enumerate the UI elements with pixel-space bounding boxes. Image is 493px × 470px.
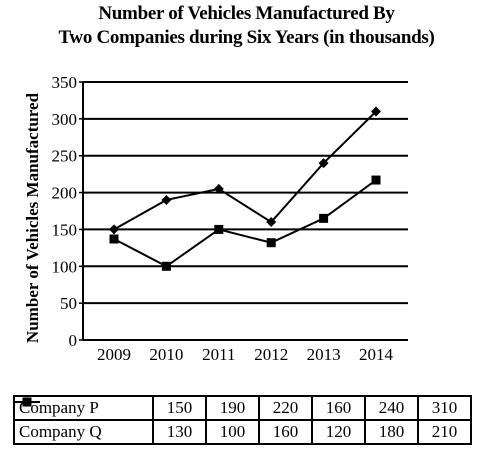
point-1-2011 — [213, 183, 224, 194]
point-2-2012 — [266, 238, 276, 248]
point-2-2011 — [214, 224, 224, 234]
ytick-label-0: 0 — [69, 331, 78, 350]
point-1-2010 — [161, 194, 172, 205]
point-1-2009 — [109, 224, 119, 235]
y-tick-labels: 0 50 100 150 200 250 300 350 — [52, 73, 78, 350]
ytick-label-200: 200 — [52, 184, 78, 203]
legend-value-cell: 240 — [364, 395, 419, 421]
legend-value-cell: 130 — [152, 419, 207, 445]
y-axis-label: Number of Vehicles Manufactured — [23, 92, 42, 343]
grid-lines — [83, 81, 408, 305]
series-group — [109, 106, 381, 271]
point-1-2012 — [266, 217, 277, 228]
xtick-label-2010: 2010 — [149, 345, 183, 364]
legend-value-cell: 310 — [417, 395, 472, 421]
legend-series-label: Company Q — [19, 422, 102, 441]
ytick-label-150: 150 — [52, 220, 78, 239]
xtick-label-2009: 2009 — [97, 345, 131, 364]
series-line-1 — [113, 110, 377, 231]
chart-title-line2: Two Companies during Six Years (in thous… — [58, 27, 435, 48]
point-2-2010 — [161, 261, 171, 271]
legend-value-cell: 180 — [364, 419, 419, 445]
legend-value-cell: 210 — [417, 419, 472, 445]
point-1-2013 — [318, 158, 329, 169]
ytick-label-300: 300 — [52, 110, 78, 129]
xtick-label-2013: 2013 — [307, 345, 341, 364]
ytick-label-350: 350 — [52, 73, 78, 92]
ytick-label-100: 100 — [52, 257, 78, 276]
legend-row: Company Q 130 100 160 120 180 210 — [13, 397, 472, 445]
x-tick-labels: 2009 2010 2011 2012 2013 2014 — [97, 345, 394, 364]
xtick-label-2011: 2011 — [202, 345, 235, 364]
xtick-label-2014: 2014 — [359, 345, 394, 364]
point-2-2013 — [319, 213, 329, 223]
point-1-2014 — [371, 106, 381, 117]
legend-value-cell: 120 — [311, 419, 366, 445]
legend-value-cell: 160 — [311, 395, 366, 421]
legend-value-cell: 190 — [205, 395, 260, 421]
legend-series-name: Company Q — [13, 397, 154, 445]
point-2-2014 — [371, 175, 381, 185]
ytick-label-50: 50 — [60, 294, 77, 313]
legend-value-cell: 100 — [205, 419, 260, 445]
square-marker-icon — [14, 397, 40, 407]
point-2-2009 — [109, 234, 119, 244]
legend-value-cell: 220 — [258, 395, 313, 421]
series-line-2 — [113, 179, 377, 268]
chart-title-line1: Number of Vehicles Manufactured By — [98, 3, 395, 24]
legend-value-cell: 150 — [152, 395, 207, 421]
legend-data-table: Company P 150 190 220 160 240 310 Company Q 130 1… — [13, 395, 472, 445]
xtick-label-2012: 2012 — [254, 345, 288, 364]
ytick-label-250: 250 — [52, 147, 78, 166]
legend-value-cell: 160 — [258, 419, 313, 445]
axes — [79, 81, 408, 341]
legend-row: Company P 150 190 220 160 240 310 — [13, 395, 472, 421]
